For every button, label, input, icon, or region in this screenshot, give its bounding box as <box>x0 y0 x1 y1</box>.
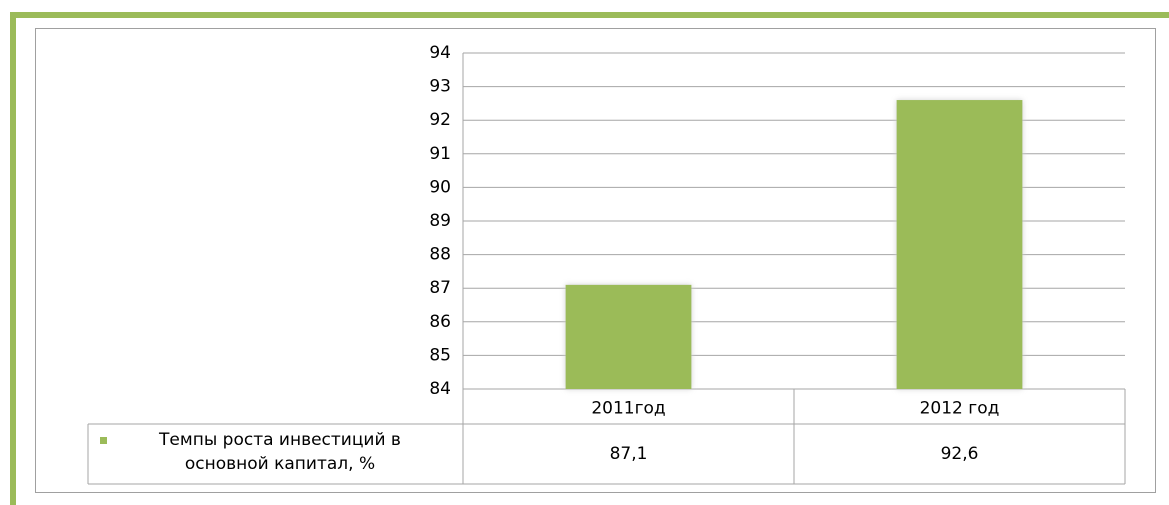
x-tick-label: 2012 год <box>920 399 1000 419</box>
y-tick-label: 88 <box>429 245 451 265</box>
table-value: 92,6 <box>941 444 979 464</box>
y-tick-label: 92 <box>429 110 451 130</box>
x-tick-label: 2011год <box>591 399 665 419</box>
y-tick-label: 93 <box>429 77 451 97</box>
legend: Темпы роста инвестиций в основной капита… <box>100 428 460 476</box>
bar <box>565 284 692 389</box>
y-tick-label: 94 <box>429 43 451 63</box>
y-tick-label: 89 <box>429 211 451 231</box>
y-tick-label: 85 <box>429 345 451 365</box>
y-tick-label: 90 <box>429 177 451 197</box>
frame-left <box>10 12 16 505</box>
y-tick-label: 84 <box>429 379 451 399</box>
table-value: 87,1 <box>610 444 648 464</box>
bar <box>896 100 1023 389</box>
y-tick-label: 86 <box>429 312 451 332</box>
legend-label: Темпы роста инвестиций в основной капита… <box>159 430 401 474</box>
y-tick-label: 87 <box>429 278 451 298</box>
frame-top <box>10 12 1169 18</box>
legend-swatch <box>100 436 107 444</box>
y-tick-label: 91 <box>429 144 451 164</box>
